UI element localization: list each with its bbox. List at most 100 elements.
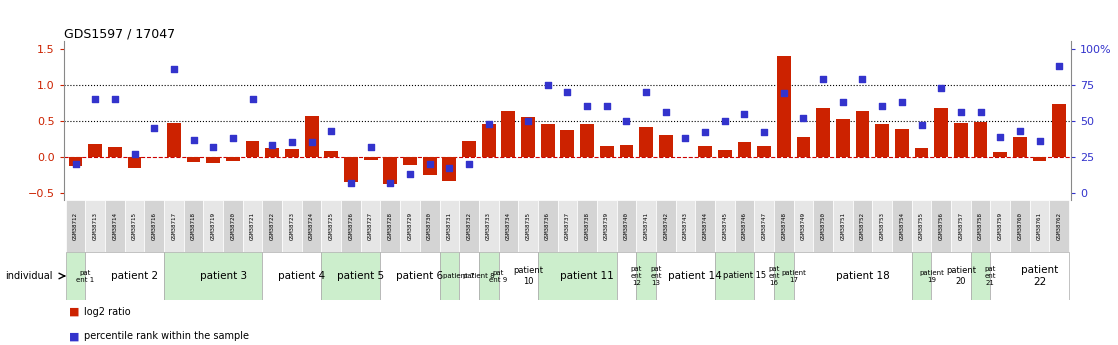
Text: GSM38713: GSM38713 bbox=[93, 212, 97, 240]
Point bbox=[480, 121, 498, 126]
Bar bbox=[833, 200, 853, 252]
Point bbox=[951, 109, 969, 115]
Text: GSM38717: GSM38717 bbox=[171, 212, 177, 240]
Bar bbox=[183, 200, 203, 252]
Bar bbox=[639, 127, 653, 157]
Bar bbox=[164, 252, 263, 300]
Bar bbox=[695, 200, 714, 252]
Bar bbox=[911, 200, 931, 252]
Text: GSM38753: GSM38753 bbox=[880, 212, 884, 240]
Bar bbox=[1050, 200, 1069, 252]
Point bbox=[775, 91, 793, 96]
Bar bbox=[991, 252, 1069, 300]
Bar bbox=[931, 200, 951, 252]
Text: GSM38732: GSM38732 bbox=[466, 212, 472, 240]
Text: GSM38739: GSM38739 bbox=[604, 212, 609, 240]
Bar bbox=[68, 157, 83, 166]
Point bbox=[736, 111, 754, 116]
Bar bbox=[305, 116, 319, 157]
Point bbox=[461, 161, 479, 167]
Text: GSM38716: GSM38716 bbox=[152, 212, 157, 240]
Bar bbox=[243, 200, 263, 252]
Point bbox=[598, 104, 616, 109]
Text: GSM38723: GSM38723 bbox=[290, 212, 294, 240]
Text: GSM38731: GSM38731 bbox=[447, 212, 452, 240]
Bar bbox=[224, 200, 243, 252]
Text: GSM38759: GSM38759 bbox=[997, 212, 1003, 240]
Bar bbox=[322, 252, 380, 300]
Text: GSM38737: GSM38737 bbox=[565, 212, 570, 240]
Point bbox=[656, 109, 674, 115]
Bar bbox=[187, 157, 200, 162]
Bar bbox=[344, 157, 358, 182]
Point bbox=[932, 85, 950, 90]
Text: GSM38719: GSM38719 bbox=[211, 212, 216, 240]
Bar bbox=[322, 200, 341, 252]
Text: GSM38755: GSM38755 bbox=[919, 212, 923, 240]
Point bbox=[283, 140, 301, 145]
Bar bbox=[755, 200, 774, 252]
Point bbox=[853, 76, 871, 82]
Bar bbox=[541, 124, 555, 157]
Point bbox=[362, 144, 380, 149]
Bar bbox=[439, 200, 459, 252]
Text: GSM38750: GSM38750 bbox=[821, 212, 826, 240]
Text: GSM38715: GSM38715 bbox=[132, 212, 138, 240]
Text: pat
ent 9: pat ent 9 bbox=[490, 269, 508, 283]
Point bbox=[440, 166, 458, 171]
Point bbox=[1050, 63, 1068, 69]
Point bbox=[106, 96, 124, 102]
Bar bbox=[875, 124, 889, 157]
Bar bbox=[66, 200, 85, 252]
Point bbox=[558, 89, 577, 95]
Text: patient
19: patient 19 bbox=[919, 269, 944, 283]
Bar bbox=[911, 252, 931, 300]
Bar bbox=[813, 200, 833, 252]
Point bbox=[420, 161, 438, 167]
Bar bbox=[263, 200, 282, 252]
Text: pat
ent
12: pat ent 12 bbox=[631, 266, 642, 286]
Text: GSM38712: GSM38712 bbox=[73, 212, 78, 240]
Bar bbox=[265, 148, 280, 157]
Bar bbox=[127, 157, 142, 168]
Bar bbox=[519, 200, 538, 252]
Bar bbox=[404, 157, 417, 166]
Bar bbox=[383, 157, 397, 184]
Bar bbox=[600, 146, 614, 157]
Text: GSM38738: GSM38738 bbox=[585, 212, 589, 240]
Point bbox=[834, 99, 852, 105]
Bar bbox=[970, 252, 991, 300]
Text: GSM38752: GSM38752 bbox=[860, 212, 865, 240]
Bar bbox=[577, 200, 597, 252]
Bar bbox=[105, 200, 125, 252]
Text: GSM38735: GSM38735 bbox=[525, 212, 531, 240]
Text: patient 15: patient 15 bbox=[723, 272, 766, 280]
Bar bbox=[439, 252, 459, 300]
Point bbox=[814, 76, 832, 82]
Text: GSM38725: GSM38725 bbox=[329, 212, 334, 240]
Bar bbox=[207, 157, 220, 162]
Text: patient 8: patient 8 bbox=[463, 273, 494, 279]
Text: GSM38756: GSM38756 bbox=[939, 212, 944, 240]
Bar bbox=[755, 252, 774, 300]
Text: patient
20: patient 20 bbox=[946, 266, 976, 286]
Bar bbox=[774, 252, 794, 300]
Bar bbox=[324, 151, 338, 157]
Bar bbox=[656, 200, 675, 252]
Bar bbox=[479, 252, 499, 300]
Point bbox=[716, 118, 733, 124]
Bar bbox=[836, 119, 850, 157]
Bar bbox=[263, 252, 322, 300]
Bar bbox=[167, 123, 181, 157]
Bar bbox=[974, 122, 987, 157]
Text: patient 2: patient 2 bbox=[111, 271, 158, 281]
Text: GSM38761: GSM38761 bbox=[1038, 212, 1042, 240]
Bar bbox=[777, 56, 790, 157]
Bar bbox=[499, 252, 538, 300]
Bar bbox=[144, 200, 164, 252]
Point bbox=[205, 144, 222, 149]
Text: GSM38728: GSM38728 bbox=[388, 212, 392, 240]
Bar bbox=[774, 200, 794, 252]
Bar bbox=[203, 200, 224, 252]
Point bbox=[67, 161, 85, 167]
